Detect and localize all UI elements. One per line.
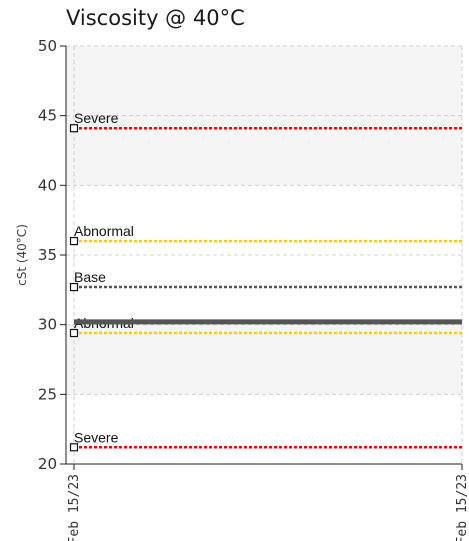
shaded-band-0 [66, 324, 462, 395]
threshold-marker-3 [69, 328, 79, 338]
y-tick-label-25: 25 [38, 385, 57, 403]
threshold-marker-4 [69, 443, 79, 452]
y-tick-label-45: 45 [38, 107, 57, 125]
threshold-label-2: Base [74, 269, 106, 285]
threshold-label-1: Abnormal [74, 223, 134, 239]
y-tick-label-20: 20 [38, 455, 57, 473]
threshold-marker-0 [69, 124, 79, 133]
y-tick-label-50: 50 [38, 37, 57, 55]
threshold-label-4: Severe [74, 429, 119, 445]
x-tick-label-0: Feb 15/23 [67, 474, 82, 541]
y-axis-label: cSt (40°C) [15, 224, 29, 286]
x-ticks: Feb 15/23 Feb 15/23 [67, 464, 469, 541]
y-tick-label-35: 35 [38, 246, 57, 264]
y-tick-label-40: 40 [38, 176, 57, 194]
x-tick-label-1: Feb 15/23 [455, 474, 469, 541]
shaded-bands [66, 46, 462, 395]
y-tick-label-30: 30 [38, 316, 57, 334]
threshold-marker-2 [69, 282, 79, 292]
threshold-label-0: Severe [74, 110, 119, 126]
chart-title: Viscosity @ 40°C [66, 6, 245, 30]
threshold-marker-1 [69, 236, 79, 246]
y-ticks: 20 25 30 35 40 45 50 [38, 37, 66, 473]
grid-lines [66, 45, 463, 464]
